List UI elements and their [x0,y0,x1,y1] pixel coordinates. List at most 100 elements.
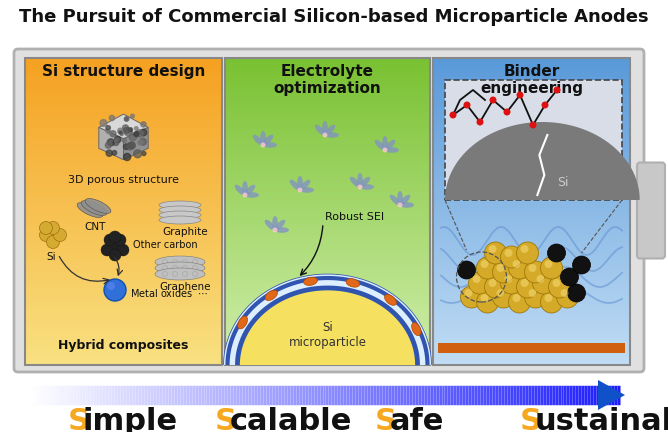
Ellipse shape [325,132,339,138]
Bar [25,153,222,158]
Bar [433,345,630,349]
Bar [25,314,222,319]
Bar [25,77,222,81]
Bar [25,65,222,70]
Text: Si structure design: Si structure design [42,64,205,79]
Circle shape [242,193,248,197]
Bar [25,207,222,212]
Bar [225,196,430,200]
Bar [433,153,630,158]
Bar [25,142,222,146]
Bar [25,130,222,135]
Bar [225,292,430,296]
Bar [433,161,630,165]
Bar [25,261,222,265]
Ellipse shape [411,323,421,336]
Bar [25,196,222,200]
Text: Other carbon: Other carbon [133,240,198,250]
Circle shape [113,140,119,146]
Bar [25,238,222,242]
Polygon shape [99,114,148,139]
Bar [433,111,630,116]
Ellipse shape [272,216,278,230]
Circle shape [108,130,111,134]
Circle shape [383,147,387,152]
Bar [433,184,630,188]
Bar [225,165,430,169]
Bar [25,58,222,365]
Circle shape [568,284,585,302]
Bar [433,188,630,192]
Circle shape [476,257,498,279]
Bar [25,57,222,62]
Bar [225,349,430,353]
Ellipse shape [297,176,303,190]
Circle shape [47,222,59,235]
Bar [433,357,630,361]
Circle shape [500,246,522,268]
Bar [225,257,430,261]
Bar [225,73,430,77]
Circle shape [106,129,110,133]
Bar [25,241,222,246]
Bar [25,280,222,284]
Bar [433,307,630,311]
Bar [25,115,222,119]
Bar [433,149,630,154]
Circle shape [130,114,134,118]
Bar [25,173,222,177]
Bar [433,215,630,219]
Bar [225,57,430,62]
Bar [225,318,430,323]
Bar [25,303,222,308]
Circle shape [141,122,146,127]
Bar [25,265,222,269]
Bar [225,219,430,223]
Bar [225,295,430,300]
Bar [225,284,430,288]
Text: Robust SEI: Robust SEI [325,212,384,222]
Ellipse shape [234,185,245,195]
Bar [225,157,430,162]
Circle shape [124,128,132,136]
Circle shape [560,268,578,286]
Bar [25,353,222,357]
Circle shape [544,294,552,302]
Bar [25,345,222,349]
Bar [433,314,630,319]
Circle shape [484,242,506,264]
Bar [225,299,430,304]
Bar [25,330,222,334]
Circle shape [128,143,134,150]
Ellipse shape [77,203,103,217]
Bar [433,361,630,365]
Circle shape [124,144,129,149]
Circle shape [140,129,147,136]
Bar [225,215,430,219]
Bar [225,149,430,154]
Bar [433,226,630,231]
Circle shape [542,102,548,108]
Circle shape [124,117,129,121]
Circle shape [134,127,138,130]
Bar [433,249,630,254]
Bar [25,200,222,204]
Bar [433,108,630,112]
Bar [225,188,430,192]
Bar [433,330,630,334]
Circle shape [520,279,528,287]
Bar [25,123,222,127]
Circle shape [117,244,129,256]
Circle shape [100,120,107,127]
Bar [433,207,630,212]
Bar [225,200,430,204]
FancyBboxPatch shape [14,49,644,372]
Bar [433,203,630,208]
Bar [225,314,430,319]
Ellipse shape [389,195,400,205]
Ellipse shape [385,295,396,305]
Circle shape [124,127,130,133]
Bar [225,330,430,334]
Text: S: S [520,407,542,432]
Bar [433,77,630,81]
